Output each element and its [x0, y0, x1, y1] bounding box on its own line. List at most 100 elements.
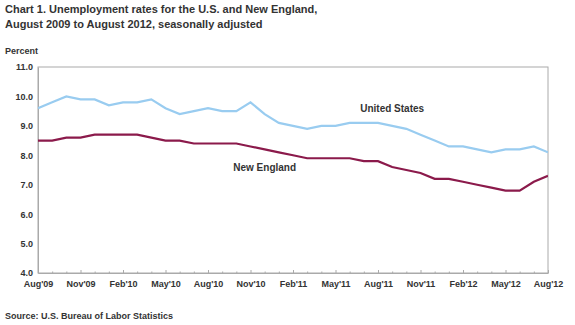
- x-tick: [137, 272, 138, 274]
- x-tick: [95, 272, 96, 274]
- x-tick-mark: [534, 272, 535, 274]
- x-tick: Aug'09: [24, 270, 54, 289]
- x-tick: Feb'10: [109, 270, 137, 289]
- x-tick: Feb'12: [449, 270, 477, 289]
- x-tick: [477, 272, 478, 274]
- x-tick: [236, 272, 237, 274]
- x-tick-mark: [208, 270, 209, 273]
- x-tick-label: Nov'11: [407, 279, 436, 289]
- x-tick-mark: [449, 272, 450, 274]
- x-tick: [222, 272, 223, 274]
- title: Chart 1. Unemployment rates for the U.S.…: [5, 3, 317, 15]
- y-tick: 7.0: [20, 180, 38, 190]
- series-label: New England: [233, 162, 296, 173]
- x-tick-mark: [52, 272, 53, 274]
- x-tick-mark: [307, 272, 308, 274]
- x-tick: Feb'11: [280, 270, 308, 289]
- x-tick-label: Nov'10: [236, 279, 265, 289]
- x-tick-mark: [548, 270, 549, 273]
- x-tick-mark: [520, 272, 521, 274]
- x-tick: [364, 272, 365, 274]
- x-tick: [109, 272, 110, 274]
- x-tick-mark: [406, 272, 407, 274]
- x-tick: [520, 272, 521, 274]
- y-tick-label: 11.0: [16, 62, 33, 72]
- y-tick: 10.0: [15, 92, 38, 102]
- x-tick: Aug'11: [364, 270, 393, 289]
- x-tick-mark: [491, 272, 492, 274]
- x-tick: May'12: [491, 270, 521, 289]
- x-tick: [534, 272, 535, 274]
- x-tick-mark: [477, 272, 478, 274]
- x-tick-mark: [293, 270, 294, 273]
- y-tick: 8.0: [20, 151, 38, 161]
- source: Source: U.S. Bureau of Labor Statistics: [5, 311, 173, 321]
- x-tick: [350, 272, 351, 274]
- x-axis-line: [39, 273, 549, 274]
- x-tick-mark: [336, 270, 337, 273]
- x-tick-mark: [81, 270, 82, 273]
- x-tick-mark: [435, 272, 436, 274]
- y-tick-label: 5.0: [20, 239, 33, 249]
- x-tick-label: Feb'11: [280, 279, 308, 289]
- x-tick: [265, 272, 266, 274]
- x-tick: [194, 272, 195, 274]
- y-tick: 6.0: [20, 210, 38, 220]
- x-tick: [52, 272, 53, 274]
- x-tick-mark: [392, 272, 393, 274]
- x-tick-label: Nov'09: [66, 279, 95, 289]
- x-tick: [66, 272, 67, 274]
- x-tick-label: Feb'12: [449, 279, 477, 289]
- x-tick: Nov'09: [66, 270, 95, 289]
- x-tick-mark: [194, 272, 195, 274]
- x-tick-mark: [506, 270, 507, 273]
- x-tick: May'11: [321, 270, 350, 289]
- series-line: [38, 135, 548, 191]
- x-tick-mark: [166, 270, 167, 273]
- y-tick: 11.0: [16, 62, 38, 72]
- x-tick-label: Aug'09: [24, 279, 54, 289]
- subtitle: August 2009 to August 2012, seasonally a…: [5, 18, 263, 30]
- y-tick-label: 9.0: [20, 121, 33, 131]
- x-tick: [180, 272, 181, 274]
- y-tick: 5.0: [20, 239, 38, 249]
- x-tick-label: Feb'10: [109, 279, 137, 289]
- x-tick-mark: [463, 270, 464, 273]
- x-tick-mark: [123, 270, 124, 273]
- x-tick: [406, 272, 407, 274]
- x-tick: [151, 272, 152, 274]
- y-axis: 4.05.06.07.08.09.010.011.0: [15, 62, 38, 278]
- x-tick-mark: [279, 272, 280, 274]
- x-tick-mark: [350, 272, 351, 274]
- x-tick-mark: [95, 272, 96, 274]
- x-tick-mark: [364, 272, 365, 274]
- x-tick: Nov'10: [236, 270, 265, 289]
- x-tick-mark: [66, 272, 67, 274]
- x-tick: [307, 272, 308, 274]
- x-tick-mark: [378, 270, 379, 273]
- x-tick-mark: [137, 272, 138, 274]
- x-tick: [449, 272, 450, 274]
- x-tick: May'10: [151, 270, 181, 289]
- x-tick: [279, 272, 280, 274]
- x-tick: Aug'10: [194, 270, 224, 289]
- x-tick-label: Aug'10: [194, 279, 224, 289]
- x-tick: Nov'11: [407, 270, 436, 289]
- x-tick: [491, 272, 492, 274]
- x-tick-mark: [236, 272, 237, 274]
- lines: [38, 96, 548, 190]
- x-tick-mark: [321, 272, 322, 274]
- series-label: United States: [360, 103, 424, 114]
- y-axis-line: [38, 68, 39, 274]
- x-tick-label: Aug'11: [364, 279, 393, 289]
- x-tick: [435, 272, 436, 274]
- y-tick-label: 6.0: [20, 210, 33, 220]
- x-tick-label: Aug'12: [534, 279, 564, 289]
- x-tick: [321, 272, 322, 274]
- x-tick: [392, 272, 393, 274]
- x-tick-mark: [251, 270, 252, 273]
- y-tick-label: 7.0: [20, 180, 33, 190]
- x-tick-mark: [222, 272, 223, 274]
- x-tick-mark: [421, 270, 422, 273]
- y-tick-label: 8.0: [20, 151, 33, 161]
